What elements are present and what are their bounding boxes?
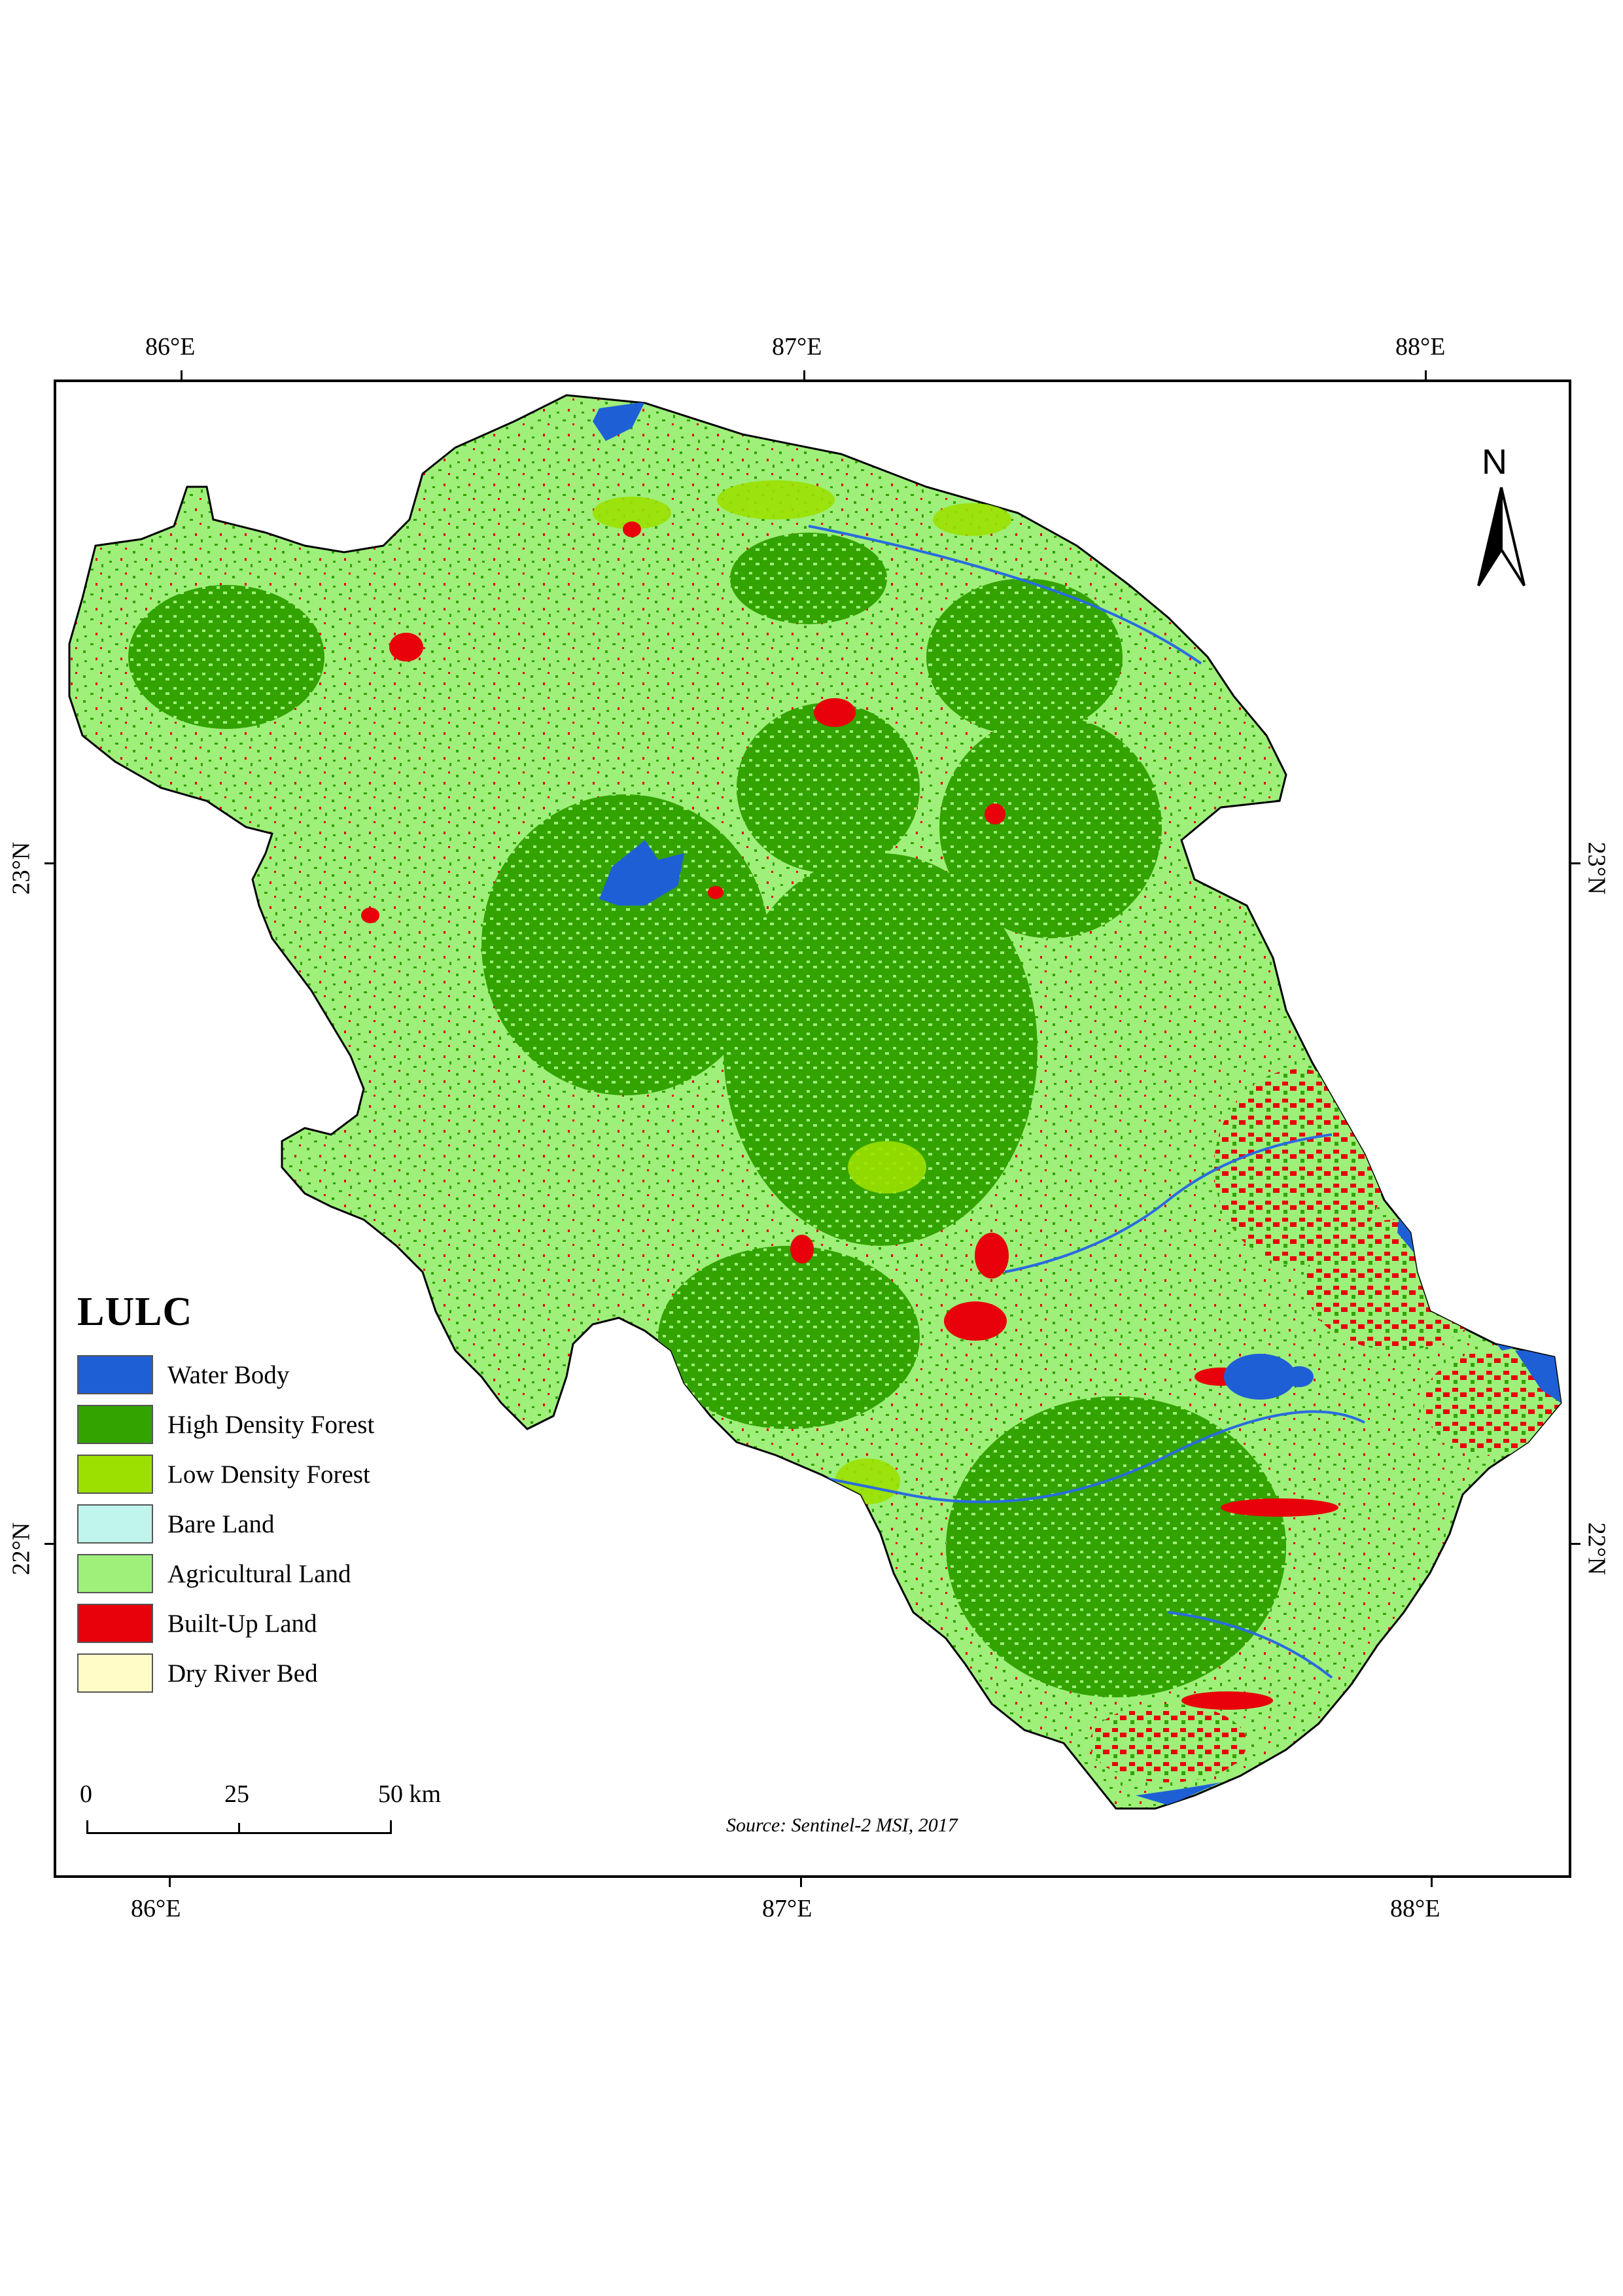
- left-coord-22n: 22°N: [7, 1522, 35, 1576]
- scale-bar: 0 25 50 km: [80, 1780, 450, 1839]
- map-frame: [54, 380, 1571, 1878]
- legend-label: Bare Land: [167, 1510, 275, 1538]
- bottom-coord-86e: 86°E: [131, 1895, 181, 1922]
- high-density-forest-areas: [128, 533, 1286, 1697]
- scale-tick-25: [238, 1823, 240, 1834]
- tick-left-23: [44, 862, 55, 864]
- legend-swatch: [77, 1355, 153, 1394]
- scale-label-0: 0: [80, 1780, 92, 1808]
- legend-item: Dry River Bed: [77, 1648, 444, 1698]
- tick-bottom-88: [1431, 1877, 1433, 1887]
- legend-label: Water Body: [167, 1360, 290, 1389]
- scale-tick-0: [86, 1820, 88, 1834]
- legend-item: Low Density Forest: [77, 1449, 444, 1499]
- source-note: Source: Sentinel-2 MSI, 2017: [726, 1814, 958, 1836]
- legend-label: High Density Forest: [167, 1410, 375, 1439]
- tick-bottom-87: [800, 1877, 802, 1887]
- right-coord-22n: 22°N: [1582, 1522, 1611, 1576]
- legend-swatch: [77, 1504, 153, 1544]
- bottom-coord-87e: 87°E: [762, 1895, 812, 1922]
- top-coord-86e: 86°E: [145, 333, 196, 361]
- bottom-coord-88e: 88°E: [1390, 1895, 1440, 1922]
- tick-right-23: [1570, 862, 1580, 864]
- legend: LULC Water Body High Density Forest Low De…: [77, 1289, 444, 1698]
- north-label: N: [1482, 442, 1507, 482]
- north-arrow-icon: [1477, 487, 1526, 587]
- built-up-clusters: [1090, 1069, 1561, 1782]
- tick-bottom-86: [169, 1877, 171, 1887]
- tick-top-86: [181, 370, 183, 381]
- lulc-map: [68, 394, 1562, 1810]
- legend-item: Bare Land: [77, 1499, 444, 1549]
- legend-item: Agricultural Land: [77, 1549, 444, 1598]
- legend-swatch: [77, 1653, 153, 1693]
- top-coord-87e: 87°E: [772, 333, 822, 361]
- scale-label-50: 50 km: [378, 1780, 442, 1808]
- scale-tick-50: [390, 1820, 392, 1834]
- legend-swatch: [77, 1554, 153, 1593]
- legend-label: Built-Up Land: [167, 1609, 317, 1638]
- tick-right-22: [1570, 1543, 1580, 1545]
- left-coord-23n: 23°N: [7, 841, 35, 895]
- legend-swatch: [77, 1604, 153, 1643]
- legend-item: Water Body: [77, 1350, 444, 1400]
- legend-title: LULC: [77, 1290, 193, 1334]
- tick-top-88: [1425, 370, 1427, 381]
- tick-top-87: [803, 370, 805, 381]
- built-up-towns: [361, 521, 1338, 1710]
- scale-label-25: 25: [224, 1780, 249, 1808]
- tick-left-22: [44, 1543, 55, 1545]
- legend-label: Low Density Forest: [167, 1460, 370, 1489]
- top-coord-88e: 88°E: [1395, 333, 1446, 361]
- legend-swatch: [77, 1405, 153, 1444]
- legend-item: High Density Forest: [77, 1400, 444, 1449]
- legend-label: Agricultural Land: [167, 1559, 351, 1588]
- right-coord-23n: 23°N: [1582, 841, 1611, 895]
- legend-item: Built-Up Land: [77, 1598, 444, 1648]
- legend-label: Dry River Bed: [167, 1659, 318, 1687]
- legend-swatch: [77, 1455, 153, 1494]
